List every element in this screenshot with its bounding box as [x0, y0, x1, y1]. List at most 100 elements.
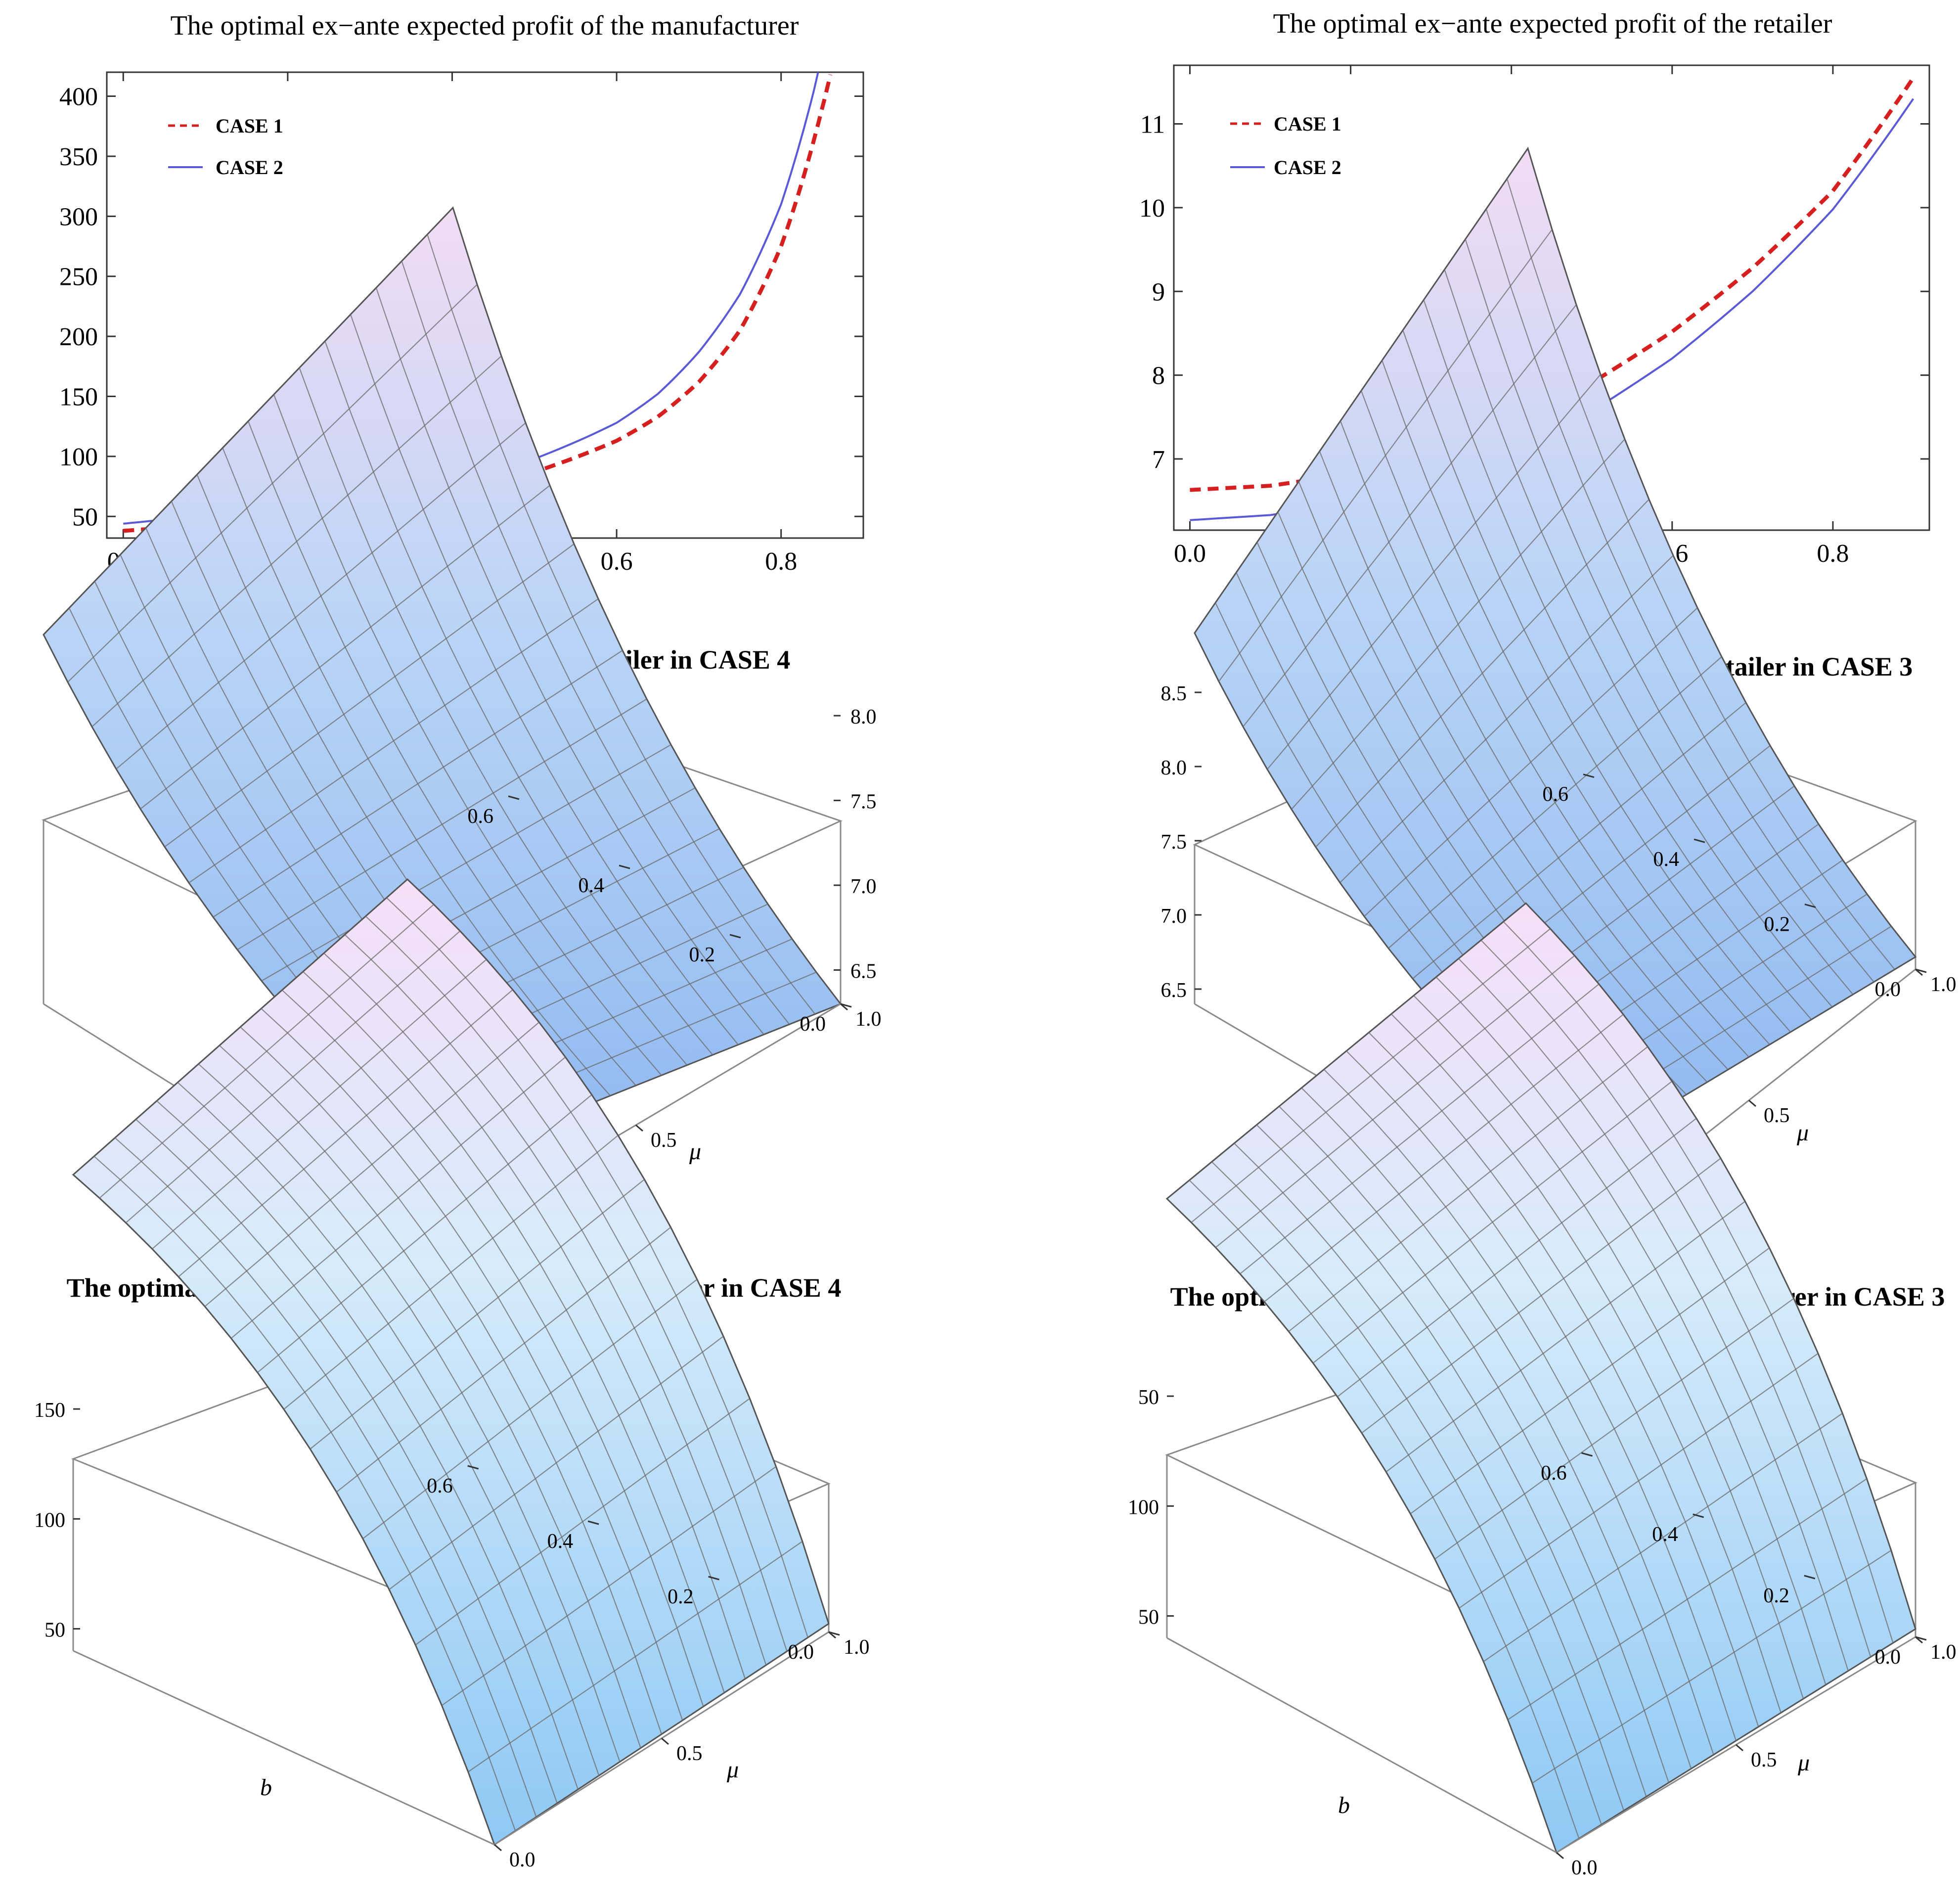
surface-group: [1194, 146, 1917, 1158]
z-tick-label: 6.5: [850, 960, 877, 983]
mesh-line-mu: [401, 261, 790, 1025]
y-ticks: 50 100 150 200 250 300 350 400: [59, 83, 863, 531]
legend-label-case2: CASE 2: [1274, 156, 1341, 179]
mesh-line-mu: [1339, 420, 1729, 1070]
mesh-line-mu: [350, 314, 739, 1045]
y-ticks: 7 8 9 10 11: [1139, 111, 1929, 474]
b-tick-label: 0.4: [1653, 848, 1680, 871]
mesh-line-mu: [1402, 330, 1791, 1033]
mesh-line-mu: [114, 1137, 537, 1817]
b-tick: [1583, 773, 1595, 778]
mesh-line-mu: [386, 897, 808, 1638]
y-tick-label: 300: [59, 203, 98, 231]
mesh-line-mu: [1465, 239, 1854, 995]
mu-tick: [661, 1737, 669, 1745]
mesh-line-mu: [1346, 1050, 1737, 1741]
b-tick: [587, 1520, 599, 1525]
mu-tick: [1736, 1744, 1743, 1752]
y-tick-label: 350: [59, 143, 98, 171]
mesh-line-mu: [1319, 451, 1708, 1083]
mesh-line-mu: [177, 1082, 600, 1776]
b-tick-label: 0.6: [1541, 1462, 1567, 1485]
mesh-line-mu: [1503, 921, 1894, 1643]
z-tick-label: 100: [1128, 1496, 1159, 1519]
legend-label-case1: CASE 1: [216, 115, 283, 137]
z-tick-label: 7.0: [850, 875, 877, 898]
panel-retailer-case4-3d: The optimal ex−ante expected profit of t…: [42, 206, 882, 1273]
z-tick-label: 7.0: [1161, 905, 1187, 928]
z-tick-label: 8.0: [1161, 757, 1187, 779]
b-tick-label: 0.2: [668, 1586, 694, 1608]
panel-manufacturer-case3-3d: The optimal ex−ante expected profit of t…: [1128, 902, 1957, 1879]
y-tick-label: 200: [59, 323, 98, 351]
mesh-line-mu: [247, 421, 636, 1086]
mesh-line-mu: [198, 1063, 621, 1762]
b-tick: [828, 1631, 840, 1636]
mesh-line-mu: [323, 952, 746, 1679]
mesh-line-mu: [1211, 1161, 1602, 1825]
mu-tick-label: 0.5: [651, 1129, 677, 1152]
y-tick-label: 7: [1152, 446, 1165, 474]
mesh-line-mu: [1506, 178, 1895, 970]
mesh-line-mu: [93, 1156, 516, 1831]
y-tick-label: 150: [59, 383, 98, 411]
axis-ticks: 0.00.20.40.60.00.51.06.57.07.58.0: [431, 706, 882, 1273]
y-tick-label: 11: [1140, 111, 1165, 139]
mesh-line-mu: [1458, 958, 1849, 1671]
mu-tick: [1915, 1636, 1923, 1644]
mesh-line-mu: [1301, 1087, 1692, 1769]
b-tick-label: 0.6: [468, 805, 494, 828]
mu-tick-label: 0.0: [1571, 1857, 1598, 1879]
b-tick: [619, 864, 630, 869]
mesh-line-mu: [1435, 976, 1826, 1685]
mesh-line-mu: [1256, 1124, 1647, 1797]
z-tick-label: 7.5: [1161, 831, 1187, 854]
x-tick-label: 0.0: [1174, 540, 1206, 568]
b-tick: [1804, 904, 1816, 908]
mesh-line-mu: [303, 971, 725, 1693]
b-tick-label: 0.6: [427, 1475, 453, 1497]
b-axis-label: b: [1338, 1792, 1350, 1818]
b-tick-label: 0.0: [1875, 1646, 1901, 1669]
mu-tick: [635, 1124, 643, 1132]
mu-tick-label: 1.0: [844, 1636, 870, 1659]
mesh-line-mu: [375, 287, 764, 1035]
mesh-line-mu: [222, 448, 611, 1096]
mesh-line-mu: [1485, 209, 1874, 983]
y-tick-label: 9: [1152, 278, 1165, 306]
axis-ticks: 0.00.20.40.60.00.51.06.57.07.58.08.5: [1161, 682, 1957, 1258]
b-tick: [1693, 1513, 1704, 1518]
surface-fill: [72, 878, 830, 1846]
mesh-line-mu: [324, 341, 713, 1055]
surface-fill: [1165, 902, 1916, 1854]
legend: CASE 1 CASE 2: [1230, 113, 1341, 179]
b-tick-label: 0.6: [1543, 783, 1569, 806]
mu-tick-label: 0.5: [1764, 1104, 1790, 1127]
mesh-line-mu: [1444, 269, 1833, 1008]
b-tick-label: 0.0: [788, 1641, 814, 1664]
mesh-line-mu: [240, 1026, 663, 1734]
z-tick-label: 6.5: [1161, 979, 1187, 1002]
mesh-line-mu: [273, 394, 662, 1076]
mesh-line-mu: [156, 1100, 579, 1790]
b-tick: [708, 1576, 719, 1581]
surface-group: [43, 206, 842, 1168]
surface-group: [72, 878, 830, 1846]
z-tick-label: 8.5: [1161, 682, 1187, 705]
x-tick-label: 0.6: [601, 547, 633, 576]
b-tick: [1915, 1636, 1927, 1641]
mesh-line-mu: [427, 234, 816, 1015]
mesh-line-mu: [1413, 995, 1804, 1699]
mesh-line-mu: [1234, 1143, 1625, 1811]
mu-tick: [1556, 1852, 1564, 1859]
y-tick-label: 10: [1139, 194, 1165, 223]
mesh-line-mu: [344, 934, 767, 1666]
b-tick: [840, 1003, 852, 1008]
mesh-line-mu: [1423, 299, 1812, 1020]
b-tick: [1693, 838, 1705, 843]
mu-tick: [828, 1631, 836, 1639]
b-tick-label: 0.2: [689, 944, 715, 966]
mu-tick-label: 0.5: [676, 1742, 703, 1765]
mu-axis-label: μ: [1796, 1120, 1809, 1146]
mesh-line-mu: [365, 915, 788, 1652]
